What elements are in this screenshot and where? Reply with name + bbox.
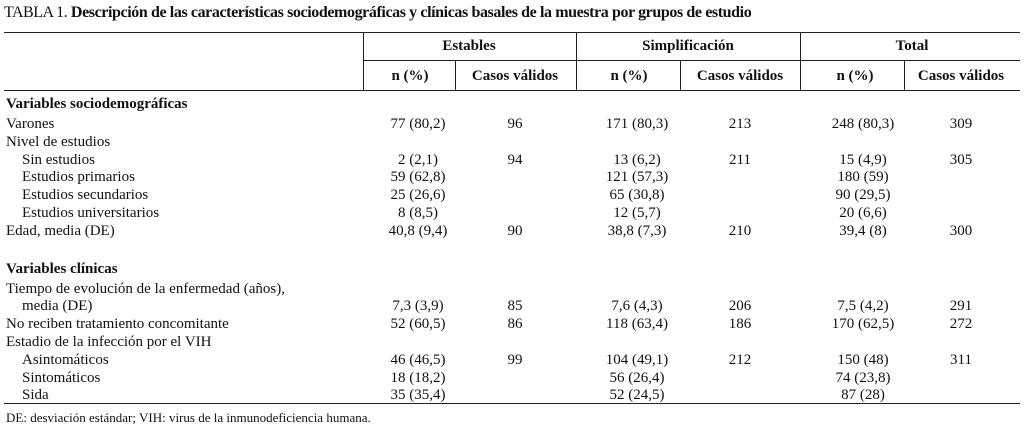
- group-header: Estables: [442, 38, 496, 54]
- cell: 65 (30,8): [609, 187, 665, 204]
- column-header: Casos válidos: [917, 68, 1005, 84]
- column-header: n (%): [610, 68, 648, 84]
- cell: 86: [507, 316, 523, 333]
- cell: 56 (26,4): [609, 369, 665, 386]
- cell: 40,8 (9,4): [388, 222, 448, 239]
- row-label: Sintomáticos: [22, 369, 101, 386]
- footnote: DE: desviación estándar; VIH: virus de l…: [6, 410, 371, 425]
- cell: 39,4 (8): [839, 222, 887, 239]
- row-label: Varones: [6, 116, 55, 132]
- rule: [363, 60, 1020, 61]
- group-header: Simplificación: [642, 38, 734, 54]
- cell: 20 (6,6): [839, 205, 887, 221]
- cell: 171 (80,3): [605, 116, 669, 132]
- cell: 18 (18,2): [390, 369, 446, 386]
- column-header: Casos válidos: [696, 68, 784, 84]
- cell: 77 (80,2): [390, 116, 446, 132]
- rule: [363, 32, 364, 90]
- cell: 118 (63,4): [606, 316, 668, 333]
- row-label: Estudios secundarios: [22, 187, 149, 204]
- row-label: Nivel de estudios: [6, 133, 111, 150]
- row-label: Sin estudios: [22, 151, 95, 168]
- cell: 87 (28): [841, 387, 885, 404]
- cell: 25 (26,6): [390, 187, 446, 204]
- group-header: Total: [895, 38, 929, 54]
- cell: 211: [729, 151, 751, 168]
- rule: [576, 32, 577, 90]
- cell: 94: [507, 151, 523, 168]
- cell: 291: [949, 298, 973, 315]
- cell: 99: [507, 351, 523, 368]
- cell: 59 (62,8): [390, 169, 446, 186]
- column-header: Casos válidos: [471, 68, 559, 84]
- cell: 85: [507, 298, 523, 315]
- title-label: TABLA 1.: [4, 4, 68, 21]
- rule: [455, 60, 456, 90]
- row-label: Estudios universitarios: [22, 205, 160, 221]
- row-label: Tiempo de evolución de la enfermedad (añ…: [6, 280, 285, 297]
- cell: 309: [949, 116, 973, 132]
- cell: 74 (23,8): [835, 369, 891, 386]
- cell: 52 (24,5): [609, 387, 665, 404]
- cell: 12 (5,7): [613, 205, 661, 221]
- cell: 2 (2,1): [398, 151, 438, 168]
- rule: [4, 32, 1020, 33]
- cell: 7,5 (4,2): [837, 298, 889, 315]
- cell: 300: [949, 222, 973, 239]
- cell: 305: [949, 151, 973, 168]
- cell: 150 (48): [837, 351, 889, 368]
- cell: 206: [728, 298, 752, 315]
- cell: 7,6 (4,3): [611, 298, 663, 315]
- cell: 186: [728, 316, 752, 333]
- cell: 104 (49,1): [605, 351, 669, 368]
- rule: [904, 60, 905, 90]
- cell: 90 (29,5): [835, 187, 891, 204]
- row-label: Edad, media (DE): [6, 222, 115, 239]
- rule: [4, 90, 1020, 91]
- cell: 212: [728, 351, 752, 368]
- rule: [4, 403, 1020, 404]
- cell: 35 (35,4): [390, 387, 446, 404]
- cell: 170 (62,5): [831, 316, 895, 333]
- cell: 213: [728, 116, 752, 132]
- row-label: Estudios primarios: [22, 169, 135, 186]
- row-label: Asintomáticos: [22, 351, 109, 368]
- column-header: n (%): [836, 68, 874, 84]
- section-title: Variables sociodemográficas: [6, 96, 188, 112]
- cell: 311: [950, 351, 972, 368]
- cell: 90: [507, 222, 523, 239]
- cell: 272: [949, 316, 973, 333]
- cell: 15 (4,9): [839, 151, 887, 168]
- cell: 96: [507, 116, 523, 132]
- column-header: n (%): [391, 68, 429, 84]
- cell: 248 (80,3): [831, 116, 895, 132]
- row-label: No reciben tratamiento concomitante: [6, 316, 229, 333]
- cell: 38,8 (7,3): [607, 222, 667, 239]
- row-label: Sida: [22, 387, 49, 404]
- cell: 8 (8,5): [398, 205, 438, 221]
- cell: 7,3 (3,9): [392, 298, 444, 315]
- cell: 46 (46,5): [390, 351, 446, 368]
- cell: 13 (6,2): [613, 151, 661, 168]
- rule: [800, 32, 801, 90]
- title: TABLA 1. Descripción de las característi…: [4, 4, 752, 22]
- rule: [680, 60, 681, 90]
- section-title: Variables clínicas: [6, 260, 118, 277]
- row-label: Estadio de la infección por el VIH: [6, 334, 212, 350]
- cell: 180 (59): [837, 169, 889, 186]
- title-text: Descripción de las características socio…: [70, 4, 752, 21]
- cell: 52 (60,5): [390, 316, 446, 333]
- cell: 210: [728, 222, 752, 239]
- cell: 121 (57,3): [605, 169, 669, 186]
- row-label: media (DE): [22, 298, 93, 315]
